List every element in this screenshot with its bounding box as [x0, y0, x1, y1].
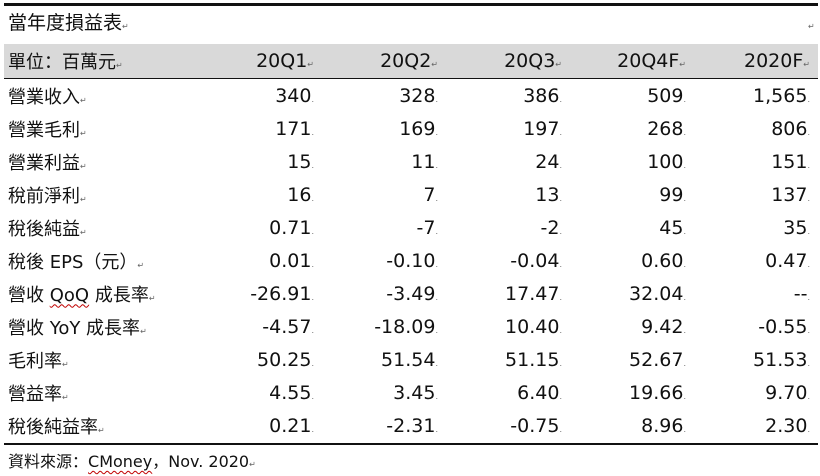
table-cell: -4.57.: [262, 315, 314, 338]
table-cell: 17.47.: [505, 282, 562, 305]
table-cell: 8.96.: [641, 414, 686, 437]
table-row: 稅後 EPS（元）↵ 0.01. -0.10. -0.04. 0.60. 0.47.: [4, 244, 818, 277]
table-cell: 2.30.: [765, 414, 810, 437]
table-cell: 7.: [423, 183, 438, 206]
table-row: 營業毛利↵ 171. 169. 197. 268. 806.: [4, 112, 818, 145]
table-cell: -7.: [416, 216, 439, 239]
table-cell: -0.04.: [510, 249, 562, 272]
row-label: 營益率↵: [8, 383, 69, 405]
table-cell: 169.: [399, 117, 438, 140]
row-label: 稅後純益率↵: [8, 416, 105, 438]
table-cell: 137.: [771, 183, 810, 206]
table-cell: 11.: [411, 150, 438, 173]
table-cell: 99.: [659, 183, 686, 206]
table-row: 稅後純益率↵ 0.21. -2.31. -0.75. 8.96. 2.30.: [4, 409, 818, 442]
table-cell: -0.55.: [758, 315, 810, 338]
table-cell: 45.: [659, 216, 686, 239]
table-row: 營收 QoQ 成長率↵ -26.91. -3.49. 17.47. 32.04. --.: [4, 277, 818, 310]
table-cell: 0.21.: [269, 414, 314, 437]
table-cell: -2.31.: [386, 414, 438, 437]
table-cell: --.: [793, 282, 810, 305]
table-cell: 386.: [523, 84, 562, 107]
table-cell: 13.: [535, 183, 562, 206]
table-cell: 52.67.: [629, 348, 686, 371]
header-band: [4, 44, 818, 78]
row-label: 稅後 EPS（元）↵: [8, 251, 145, 273]
table-cell: 151.: [771, 150, 810, 173]
table-cell: 24.: [535, 150, 562, 173]
column-header-20q1: 20Q1↵: [256, 50, 314, 72]
row-label: 稅前淨利↵: [8, 185, 87, 207]
table-cell: 1,565.: [753, 84, 810, 107]
table-cell: -26.91.: [250, 282, 314, 305]
table-cell: 100.: [647, 150, 686, 173]
bottom-rule: [4, 443, 818, 445]
row-label: 營業毛利↵: [8, 119, 87, 141]
table-cell: 806.: [771, 117, 810, 140]
table-cell: 15.: [287, 150, 314, 173]
table-title: 當年度損益表↵: [8, 12, 129, 34]
table-cell: 171.: [275, 117, 314, 140]
table-cell: 509.: [647, 84, 686, 107]
table-cell: 16.: [287, 183, 314, 206]
table-cell: 0.47.: [765, 249, 810, 272]
table-cell: 9.42.: [641, 315, 686, 338]
table-cell: 35.: [783, 216, 810, 239]
table-cell: 0.60.: [641, 249, 686, 272]
table-cell: 3.45.: [393, 381, 438, 404]
table-row: 稅前淨利↵ 16. 7. 13. 99. 137.: [4, 178, 818, 211]
table-cell: -18.09.: [374, 315, 438, 338]
column-header-20q4f: 20Q4F↵: [617, 50, 686, 72]
source-name: CMoney: [88, 452, 153, 471]
table-header-row: 單位：百萬元↵ 20Q1↵ 20Q2↵ 20Q3↵ 20Q4F↵ 2020F↵: [4, 44, 818, 78]
table-cell: 340.: [275, 84, 314, 107]
row-label: 毛利率↵: [8, 350, 69, 372]
table-cell: 50.25.: [257, 348, 314, 371]
table-cell: 0.01.: [269, 249, 314, 272]
table-cell: 19.66.: [629, 381, 686, 404]
table-row: 營業利益↵ 15. 11. 24. 100. 151.: [4, 145, 818, 178]
row-label: 稅後純益↵: [8, 218, 87, 240]
table-cell: 0.71.: [269, 216, 314, 239]
table-cell: 328.: [399, 84, 438, 107]
table-cell: 9.70.: [765, 381, 810, 404]
header-rule: [4, 78, 818, 79]
table-cell: -0.10.: [386, 249, 438, 272]
table-body: 營業收入↵ 340. 328. 386. 509. 1,565. 營業毛利↵ 171. 169.…: [4, 79, 818, 442]
column-header-20q2: 20Q2↵: [380, 50, 438, 72]
table-cell: 4.55.: [269, 381, 314, 404]
table-cell: -3.49.: [386, 282, 438, 305]
column-header-2020f: 2020F↵: [744, 50, 810, 72]
row-label: 營業收入↵: [8, 86, 87, 108]
unit-label: 單位：百萬元↵: [8, 52, 123, 73]
table-row: 營益率↵ 4.55. 3.45. 6.40. 19.66. 9.70.: [4, 376, 818, 409]
row-label: 營收 YoY 成長率↵: [8, 317, 147, 339]
income-statement-table: 單位：百萬元↵ 20Q1↵ 20Q2↵ 20Q3↵ 20Q4F↵ 2020F↵ …: [4, 44, 818, 442]
table-row: 毛利率↵ 50.25. 51.54. 51.15. 52.67. 51.53.: [4, 343, 818, 376]
table-cell: 51.15.: [505, 348, 562, 371]
row-label: 營業利益↵: [8, 152, 87, 174]
table-cell: 51.54.: [381, 348, 438, 371]
table-cell: -2.: [540, 216, 563, 239]
table-cell: -0.75.: [510, 414, 562, 437]
table-cell: 32.04.: [629, 282, 686, 305]
table-cell: 197.: [523, 117, 562, 140]
table-row: 稅後純益↵ 0.71. -7. -2. 45. 35.: [4, 211, 818, 244]
top-rule: [4, 3, 818, 6]
column-header-20q3: 20Q3↵: [504, 50, 562, 72]
table-cell: 268.: [647, 117, 686, 140]
source-note: 資料來源：CMoney，Nov. 2020↵: [8, 452, 256, 471]
table-row: 營收 YoY 成長率↵ -4.57. -18.09. 10.40. 9.42. -0.55…: [4, 310, 818, 343]
table-cell: 6.40.: [517, 381, 562, 404]
table-row: 營業收入↵ 340. 328. 386. 509. 1,565.: [4, 79, 818, 112]
table-cell: 51.53.: [753, 348, 810, 371]
row-label: 營收 QoQ 成長率↵: [8, 284, 156, 306]
paragraph-mark: ↵: [808, 22, 815, 31]
table-cell: 10.40.: [505, 315, 562, 338]
